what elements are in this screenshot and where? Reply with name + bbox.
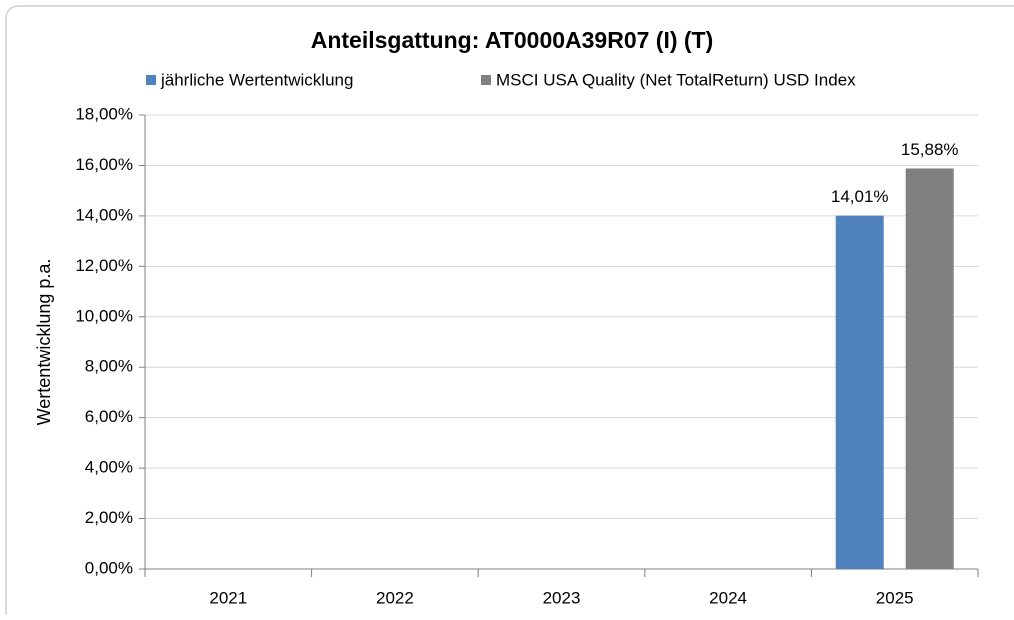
y-tick-label: 16,00% [75, 155, 133, 174]
y-tick-label: 18,00% [75, 104, 133, 123]
value-label: 15,88% [901, 140, 959, 159]
value-label: 14,01% [831, 187, 889, 206]
y-tick-label: 0,00% [85, 558, 133, 577]
y-tick-label: 2,00% [85, 508, 133, 527]
x-tick-label: 2021 [209, 588, 247, 607]
legend-label: MSCI USA Quality (Net TotalReturn) USD I… [496, 70, 856, 89]
legend-swatch [146, 75, 156, 85]
y-tick-label: 10,00% [75, 306, 133, 325]
x-tick-label: 2024 [709, 588, 747, 607]
y-tick-label: 4,00% [85, 458, 133, 477]
chart-frame [5, 5, 1014, 620]
y-tick-label: 8,00% [85, 357, 133, 376]
y-tick-label: 14,00% [75, 205, 133, 224]
bar [835, 215, 884, 570]
legend-label: jährliche Wertentwicklung [160, 70, 353, 89]
bar [905, 168, 954, 569]
legend-swatch [481, 75, 491, 85]
chart-title: Anteilsgattung: AT0000A39R07 (I) (T) [311, 27, 714, 53]
y-tick-label: 12,00% [75, 256, 133, 275]
x-tick-label: 2023 [543, 588, 581, 607]
y-tick-label: 6,00% [85, 407, 133, 426]
y-axis-label: Wertentwicklung p.a. [34, 259, 54, 426]
x-tick-label: 2022 [376, 588, 414, 607]
x-tick-label: 2025 [876, 588, 914, 607]
